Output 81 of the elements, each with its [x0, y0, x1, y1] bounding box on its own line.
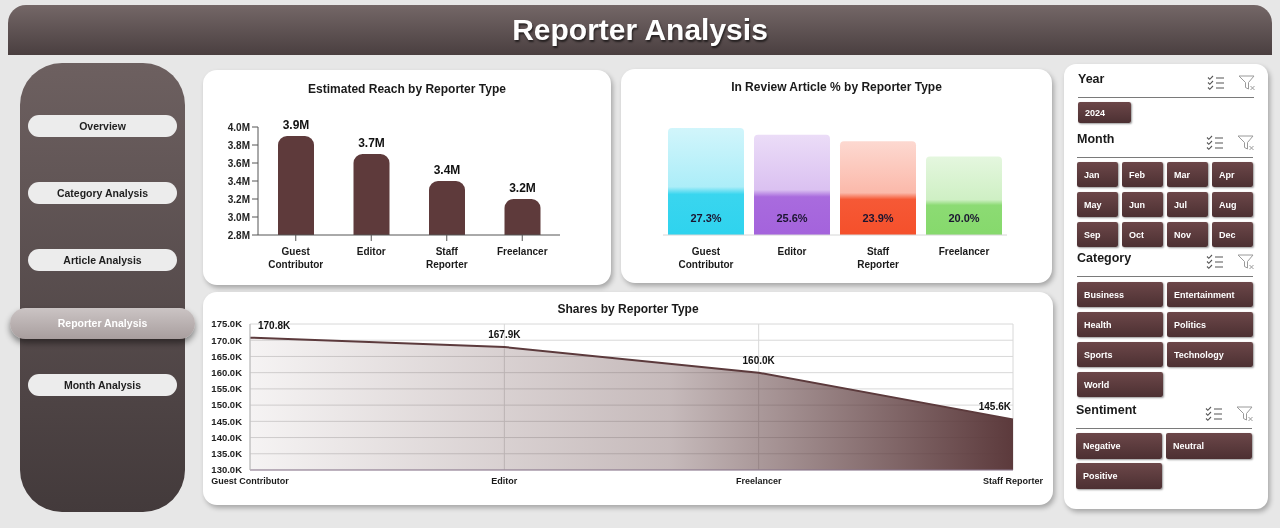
data-label: 170.8K — [258, 319, 292, 331]
slicer-button: Politics — [1167, 312, 1253, 337]
nav-button: Month Analysis — [28, 374, 177, 396]
x-tick-label: Staff Reporter — [425, 246, 468, 271]
text: Category — [1077, 251, 1132, 267]
y-tick-label: 135.0K — [211, 448, 243, 460]
slicer-button: Mar — [1167, 162, 1208, 187]
data-label: 145.6K — [978, 401, 1012, 413]
slicer-button: Jan — [1077, 162, 1118, 187]
y-tick-label: 3.2M — [227, 193, 250, 205]
text: Month — [1077, 132, 1115, 148]
y-tick-label: 165.0K — [211, 350, 243, 362]
y-tick-label: 130.0K — [211, 464, 243, 476]
chart-title: Shares by Reporter Type — [556, 302, 700, 318]
slicer-button: World — [1077, 372, 1163, 397]
text: Year — [1078, 72, 1105, 88]
slicer-button: Feb — [1122, 162, 1163, 187]
slicer-button: Entertainment — [1167, 282, 1253, 307]
y-tick-label: 140.0K — [211, 431, 243, 443]
data-label: 3.9M — [282, 118, 310, 132]
slicer-button: Neutral — [1166, 433, 1252, 459]
text: Reporter Analysis — [512, 13, 768, 47]
slicer-button: Positive — [1076, 463, 1162, 489]
y-tick-label: 3.4M — [227, 175, 250, 187]
y-tick-label: 4.0M — [227, 121, 250, 133]
data-label: 20.0% — [948, 212, 980, 224]
x-tick-label: Editor — [491, 476, 518, 487]
nav-button: Overview — [28, 115, 177, 137]
y-tick-label: 160.0K — [211, 367, 243, 379]
y-tick-label: 145.0K — [211, 415, 243, 427]
y-tick-label: 175.0K — [211, 318, 243, 330]
data-label: 3.2M — [509, 181, 536, 195]
slicer-button: 2024 — [1078, 102, 1131, 123]
chart-title: In Review Article % by Reporter Type — [730, 80, 943, 96]
slicer-button: Jun — [1122, 192, 1163, 217]
chart-title: Estimated Reach by Reporter Type — [307, 82, 507, 98]
slicer-button: Technology — [1167, 342, 1253, 367]
bar — [926, 156, 1002, 235]
slicer-button: Dec — [1212, 222, 1253, 247]
bar — [668, 128, 744, 235]
x-tick-label: Freelancer — [496, 246, 548, 258]
data-label: 167.9K — [488, 329, 522, 341]
slicer-button: Apr — [1212, 162, 1253, 187]
y-tick-label: 170.0K — [211, 334, 243, 346]
y-tick-label: 155.0K — [211, 383, 243, 395]
y-tick-label: 150.0K — [211, 399, 243, 411]
slicer-button: Health — [1077, 312, 1163, 337]
x-tick-label: Guest Contributor — [211, 476, 290, 487]
y-tick-label: 3.0M — [227, 211, 250, 223]
bar — [754, 134, 830, 235]
data-label: 160.0K — [742, 354, 776, 366]
nav-button: Reporter Analysis — [10, 307, 195, 339]
nav-button: Category Analysis — [28, 182, 177, 204]
slicer-button: Sports — [1077, 342, 1163, 367]
x-tick-label: Staff Reporter — [857, 246, 899, 271]
data-label: 27.3% — [690, 212, 722, 224]
data-label: 25.6% — [776, 212, 808, 224]
nav-button: Article Analysis — [28, 249, 177, 271]
x-tick-label: Editor — [356, 246, 386, 258]
x-tick-label: Freelancer — [938, 246, 990, 258]
data-label: 23.9% — [862, 212, 894, 224]
slicer-button: Oct — [1122, 222, 1163, 247]
slicer-button: Nov — [1167, 222, 1208, 247]
x-tick-label: Guest Contributor — [268, 246, 324, 271]
bar — [840, 141, 916, 235]
y-tick-label: 3.6M — [227, 157, 250, 169]
data-label: 3.4M — [433, 163, 461, 177]
slicer-button: Jul — [1167, 192, 1208, 217]
slicer-button: Aug — [1212, 192, 1253, 217]
y-tick-label: 3.8M — [227, 139, 250, 151]
x-tick-label: Staff Reporter — [982, 476, 1044, 487]
slicer-button: Sep — [1077, 222, 1118, 247]
x-tick-label: Editor — [777, 246, 807, 258]
x-tick-label: Guest Contributor — [678, 246, 734, 271]
slicer-button: May — [1077, 192, 1118, 217]
x-tick-label: Freelancer — [735, 476, 782, 487]
slicer-button: Business — [1077, 282, 1163, 307]
slicer-button: Negative — [1076, 433, 1162, 459]
data-label: 3.7M — [358, 136, 385, 150]
y-tick-label: 2.8M — [227, 229, 250, 241]
text: Sentiment — [1076, 403, 1137, 419]
